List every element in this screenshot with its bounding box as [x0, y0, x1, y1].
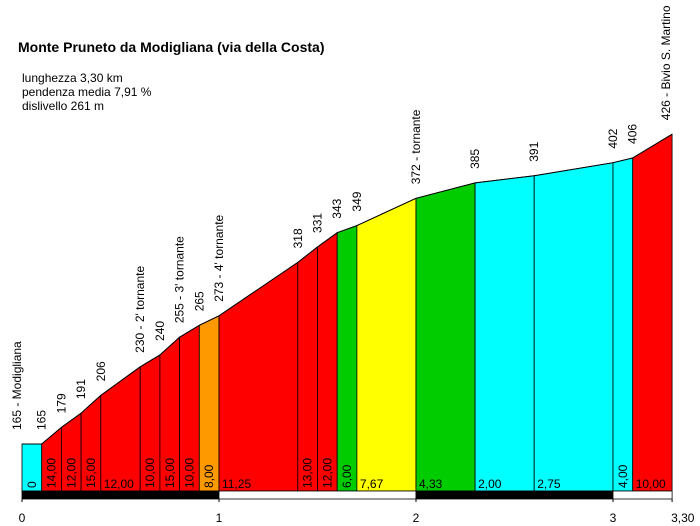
segment-11: [317, 231, 338, 492]
segment-15: [474, 175, 535, 492]
gradient-label-11: 12,00: [320, 458, 334, 488]
scale-band-2: [415, 490, 614, 500]
gradient-label-6: 15,00: [163, 458, 177, 488]
point-label-10: 318: [291, 228, 305, 248]
point-label-4: 206: [94, 361, 108, 381]
segment-18: [632, 133, 673, 492]
gradient-label-5: 10,00: [143, 458, 157, 488]
gradient-label-0: 0: [25, 481, 39, 488]
point-label-13: 349: [350, 191, 364, 211]
point-label-12: 343: [330, 198, 344, 218]
x-tick-label-3: 3: [610, 511, 617, 525]
gradient-label-3: 15,00: [84, 458, 98, 488]
gradient-label-16: 2,75: [537, 477, 561, 491]
gradient-label-7: 10,00: [182, 458, 196, 488]
stat-length: lunghezza 3,30 km: [22, 71, 123, 85]
point-label-3: 191: [74, 379, 88, 399]
x-tick-label-1: 1: [216, 511, 223, 525]
gradient-labels: 0 14,00 12,00 15,00 12,00 10,00 15,00 10,00 8,00…: [25, 458, 666, 491]
gradient-label-15: 2,00: [478, 477, 502, 491]
point-labels: 165 - Modigliana 165 179 191 206 230 - 2' tor…: [10, 5, 673, 430]
point-label-16: 391: [527, 141, 541, 161]
profile-segments: [21, 133, 673, 492]
point-label-11: 331: [311, 213, 325, 233]
stat-elevation-gain: dislivello 261 m: [22, 99, 104, 113]
point-label-6: 240: [153, 321, 167, 341]
x-tick-label-0: 0: [19, 511, 26, 525]
chart-title: Monte Pruneto da Modigliana (via della C…: [18, 39, 324, 55]
segment-13: [356, 197, 417, 492]
segment-16: [533, 162, 614, 492]
point-label-14: 372 - tornante: [409, 109, 423, 184]
scale-band-1: [218, 490, 417, 500]
gradient-label-17: 4,00: [616, 464, 630, 488]
gradient-label-18: 10,00: [636, 477, 666, 491]
point-label-17: 402: [606, 128, 620, 148]
segment-12: [336, 225, 358, 492]
scale-band-3: [612, 490, 673, 500]
segment-14: [415, 182, 476, 492]
point-label-2: 179: [54, 393, 68, 413]
stat-avg-gradient: pendenza media 7,91 %: [22, 85, 152, 99]
gradient-label-9: 11,25: [222, 477, 251, 491]
point-label-9: 273 - 4' tornante: [212, 214, 226, 301]
x-tick-label-4: 3,30: [671, 511, 695, 525]
segment-10: [297, 246, 318, 492]
point-label-19: 426 - Bivio S. Martino: [659, 5, 673, 120]
point-label-8: 265: [192, 291, 206, 311]
scale-band-0: [21, 490, 220, 500]
point-label-18: 406: [626, 124, 640, 144]
gradient-label-12: 6,00: [340, 464, 354, 488]
segment-17: [612, 157, 634, 492]
point-label-7: 255 - 3' tornante: [173, 236, 187, 323]
x-axis-ticks: 0 1 2 3 3,30: [19, 499, 695, 525]
point-label-1: 165: [35, 410, 49, 430]
point-label-0: 165 - Modigliana: [10, 341, 24, 430]
gradient-label-8: 8,00: [202, 464, 216, 488]
gradient-label-13: 7,67: [360, 477, 384, 491]
gradient-label-2: 12,00: [64, 458, 78, 488]
profile-outline: [22, 133, 673, 445]
segment-9: [218, 261, 299, 492]
gradient-label-1: 14,00: [45, 458, 59, 488]
distance-scale-bar: [21, 490, 673, 500]
x-tick-label-2: 2: [413, 511, 420, 525]
point-label-15: 385: [468, 149, 482, 169]
gradient-label-14: 4,33: [419, 477, 443, 491]
point-label-5: 230 - 2' tornante: [133, 266, 147, 353]
gradient-label-10: 13,00: [301, 458, 315, 488]
gradient-label-4: 12,00: [104, 477, 134, 491]
profile-line: [22, 133, 673, 445]
segment-4: [100, 366, 141, 492]
